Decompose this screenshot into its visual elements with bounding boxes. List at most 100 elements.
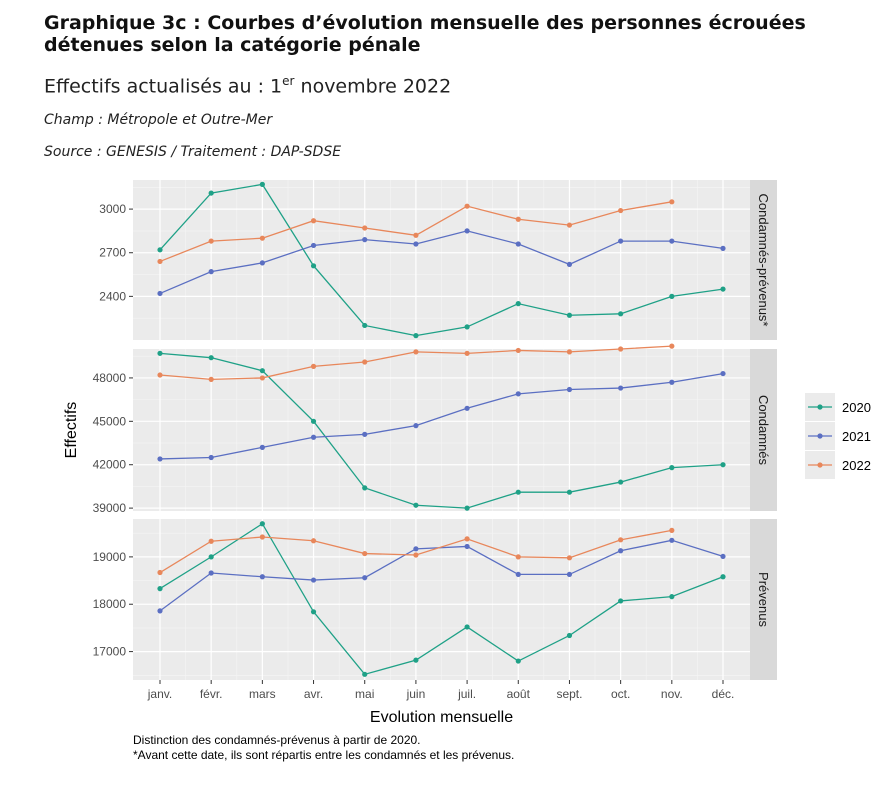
data-point-2022 (669, 527, 675, 533)
facet-strip (750, 519, 777, 680)
data-point-2020 (566, 312, 573, 318)
data-point-2020 (515, 489, 521, 495)
data-point-2020 (208, 190, 214, 196)
data-point-2021 (208, 454, 214, 461)
data-point-2021 (208, 570, 214, 576)
data-point-2020 (669, 594, 675, 600)
data-point-2022 (208, 376, 214, 382)
data-point-2020 (157, 247, 163, 253)
data-point-2021 (464, 543, 470, 550)
data-point-2020 (413, 333, 419, 339)
facet-label: Condamnés-prévenus* (756, 194, 771, 327)
x-tick-label: juin (406, 687, 426, 701)
data-point-2021 (515, 571, 521, 578)
data-point-2020 (669, 465, 675, 471)
data-point-2020 (208, 355, 214, 361)
data-point-2020 (310, 263, 317, 269)
footnote-1: Distinction des condamnés-prévenus à par… (133, 733, 421, 747)
data-point-2021 (310, 577, 317, 583)
data-point-2022 (157, 569, 163, 576)
data-point-2020 (362, 485, 368, 491)
footnote-2: *Avant cette date, ils sont répartis ent… (133, 748, 515, 762)
facet-strip (750, 349, 777, 511)
data-point-2021 (720, 553, 726, 560)
data-point-2022 (413, 349, 419, 355)
facet-label: Condamnés (756, 395, 771, 466)
data-point-2022 (310, 218, 317, 224)
data-point-2020 (413, 502, 419, 508)
data-point-2022 (669, 199, 675, 205)
data-point-2021 (362, 237, 368, 243)
data-point-2022 (362, 359, 368, 365)
subtitle-suffix: novembre 2022 (294, 75, 452, 98)
series-line-2020 (159, 183, 724, 337)
series-line-2021 (159, 230, 724, 295)
data-point-2022 (259, 235, 265, 241)
data-point-2020 (259, 181, 265, 187)
data-point-2021 (515, 391, 521, 397)
y-tick-label: 42000 (93, 458, 127, 472)
data-point-2020 (515, 658, 521, 664)
x-tick-label: janv. (147, 687, 172, 701)
data-point-2020 (157, 350, 163, 356)
data-point-2022 (618, 207, 624, 214)
data-point-2020 (720, 462, 726, 468)
subtitle-prefix: Effectifs actualisés au : 1 (44, 75, 283, 98)
data-point-2021 (259, 444, 265, 450)
y-tick-label: 2400 (99, 289, 126, 303)
data-point-2020 (720, 286, 726, 292)
x-tick-label: nov. (661, 687, 683, 701)
data-point-2021 (362, 575, 368, 581)
data-point-2021 (669, 379, 675, 385)
facet-strip (750, 180, 777, 340)
data-point-2021 (566, 571, 573, 578)
data-point-2022 (413, 552, 419, 558)
chart-subtitle: Effectifs actualisés au : 1er novembre 2… (44, 74, 451, 97)
y-tick-label: 3000 (99, 202, 126, 216)
data-point-2022 (464, 203, 470, 209)
facet-label: Prévenus (756, 572, 771, 627)
x-tick-label: mai (355, 687, 374, 701)
data-point-2022 (413, 232, 419, 238)
y-tick-label: 18000 (93, 597, 127, 611)
data-point-2022 (464, 350, 470, 356)
data-point-2020 (310, 418, 317, 424)
series-line-2021 (159, 539, 724, 612)
data-point-2021 (618, 548, 624, 554)
data-point-2022 (362, 225, 368, 231)
data-point-2022 (157, 258, 163, 265)
data-point-2020 (566, 632, 573, 639)
data-point-2022 (515, 554, 521, 560)
x-tick-label: sept. (556, 687, 582, 701)
data-point-2022 (157, 372, 163, 378)
data-point-2022 (259, 534, 265, 540)
data-point-2022 (208, 538, 214, 544)
legend-label-2020: 2020 (842, 400, 871, 415)
x-tick-label: oct. (611, 687, 630, 701)
y-tick-label: 17000 (93, 645, 127, 659)
data-point-2020 (515, 301, 521, 307)
chart-title: Graphique 3c : Courbes d’évolution mensu… (44, 12, 806, 56)
x-tick-label: août (507, 687, 531, 701)
data-point-2022 (464, 536, 470, 542)
data-point-2022 (669, 343, 675, 349)
data-point-2022 (208, 238, 214, 244)
data-point-2022 (515, 347, 521, 354)
data-point-2022 (566, 222, 573, 228)
data-point-2020 (464, 324, 470, 330)
data-point-2021 (720, 370, 726, 377)
data-point-2020 (618, 479, 624, 485)
data-point-2022 (515, 216, 521, 222)
legend-key-point-2022 (817, 462, 823, 468)
data-point-2020 (259, 521, 265, 527)
data-point-2020 (362, 322, 368, 329)
data-point-2021 (720, 245, 726, 251)
x-tick-label: déc. (712, 687, 735, 701)
data-point-2020 (464, 624, 470, 630)
data-point-2021 (618, 238, 624, 244)
series-line-2020 (159, 352, 724, 509)
x-tick-label: mars (249, 687, 276, 701)
data-point-2021 (157, 290, 163, 297)
series-line-2021 (159, 372, 724, 460)
y-tick-label: 39000 (93, 501, 127, 515)
